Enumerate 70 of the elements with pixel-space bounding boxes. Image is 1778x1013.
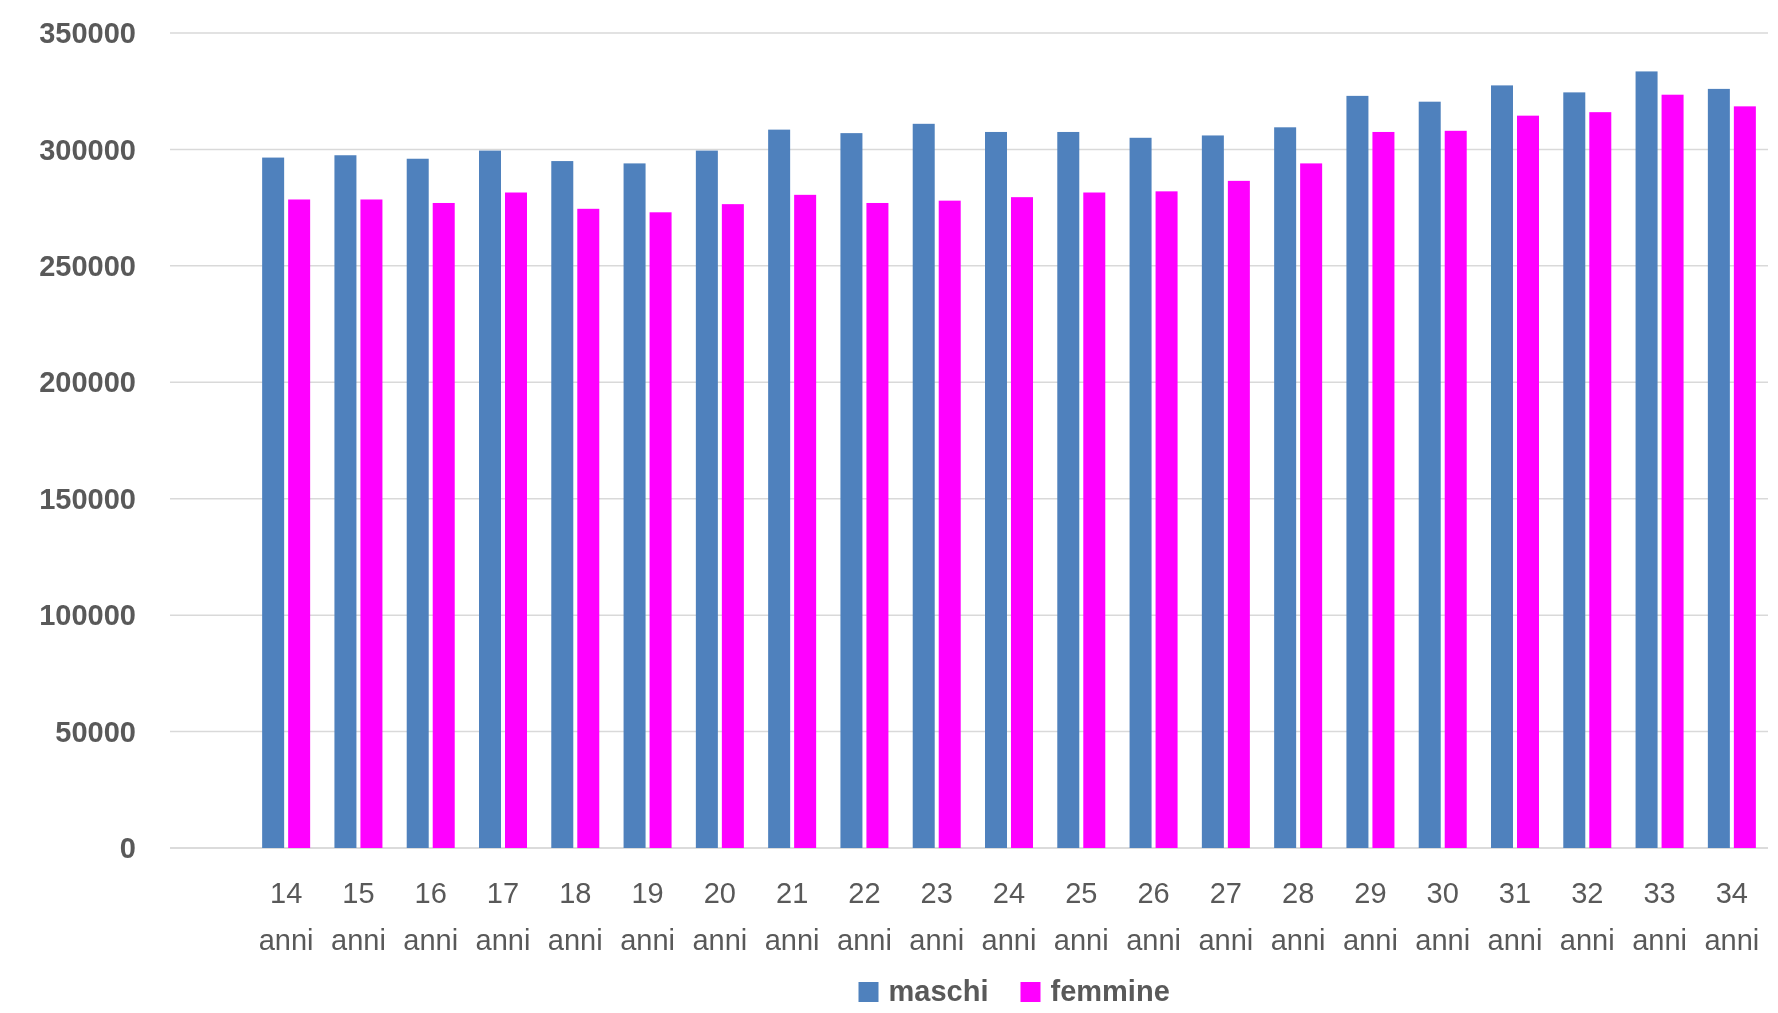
bar (794, 194, 817, 848)
bar (551, 161, 574, 848)
bar (432, 202, 455, 848)
x-tick-label: 32 anni (1559, 877, 1615, 956)
y-tick-label: 250000 (39, 250, 136, 283)
bar (1155, 191, 1178, 848)
x-tick-label: 24 anni (981, 877, 1037, 956)
bar (649, 212, 672, 848)
x-tick-label: 16 anni (403, 877, 459, 956)
legend-label: maschi (888, 975, 989, 1007)
legend-label: femmine (1050, 975, 1170, 1007)
bar (288, 199, 311, 848)
x-tick-label: 14 anni (258, 877, 314, 956)
bar (1733, 106, 1756, 848)
y-tick-label: 0 (119, 832, 136, 865)
bar (406, 158, 429, 848)
bar (1707, 88, 1730, 848)
bar (1661, 94, 1684, 848)
x-tick-label: 31 anni (1487, 877, 1543, 956)
bar (768, 129, 791, 848)
x-tick-label: 20 anni (692, 877, 748, 956)
x-tick-label: 33 anni (1632, 877, 1687, 956)
y-tick-label: 300000 (39, 133, 136, 166)
bar (1057, 131, 1080, 848)
bar (1563, 92, 1586, 848)
bar (1011, 197, 1033, 848)
bar (623, 163, 646, 848)
bar (1227, 180, 1250, 848)
bar (1346, 95, 1369, 848)
bar (1129, 137, 1152, 848)
bar (938, 200, 961, 848)
bar (912, 123, 935, 848)
bar (1444, 130, 1467, 848)
bar (1589, 112, 1612, 848)
bar (695, 150, 718, 848)
bar (505, 192, 527, 848)
x-tick-label: 17 anni (475, 877, 531, 956)
bar (577, 208, 600, 848)
x-tick-label: 18 anni (547, 877, 603, 956)
bar (334, 155, 357, 848)
bar (262, 157, 285, 848)
bar (1201, 135, 1224, 848)
x-tick-label: 21 anni (764, 877, 820, 956)
bar (479, 150, 501, 848)
y-tick-label: 200000 (39, 366, 136, 399)
x-tick-label: 28 anni (1270, 877, 1326, 956)
bar (1274, 127, 1297, 848)
bar (1491, 85, 1513, 848)
bar (360, 199, 383, 848)
bar (1418, 101, 1441, 848)
x-tick-label: 19 anni (620, 877, 675, 956)
x-tick-label: 27 anni (1198, 877, 1254, 956)
y-tick-label: 100000 (39, 599, 136, 632)
y-tick-label: 350000 (39, 17, 136, 50)
bar (1517, 115, 1539, 848)
bar (985, 131, 1007, 848)
bar (866, 202, 889, 848)
y-tick-label: 50000 (55, 715, 136, 748)
bar (1635, 71, 1658, 848)
x-tick-label: 30 anni (1415, 877, 1471, 956)
x-tick-label: 15 anni (331, 877, 386, 956)
bar (840, 133, 863, 848)
x-tick-label: 34 anni (1704, 877, 1760, 956)
bar (1372, 131, 1395, 848)
bar (1083, 192, 1106, 848)
bar (721, 204, 744, 848)
x-tick-label: 26 anni (1126, 877, 1181, 956)
bar (1300, 163, 1323, 848)
y-tick-label: 150000 (39, 482, 136, 515)
x-tick-label: 29 anni (1343, 877, 1398, 956)
